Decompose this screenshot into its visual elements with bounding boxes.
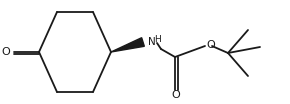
Text: O: O xyxy=(172,90,180,100)
Text: O: O xyxy=(1,47,10,57)
Text: N: N xyxy=(148,37,156,47)
Text: O: O xyxy=(206,40,215,50)
Polygon shape xyxy=(111,38,144,52)
Text: H: H xyxy=(155,35,161,44)
